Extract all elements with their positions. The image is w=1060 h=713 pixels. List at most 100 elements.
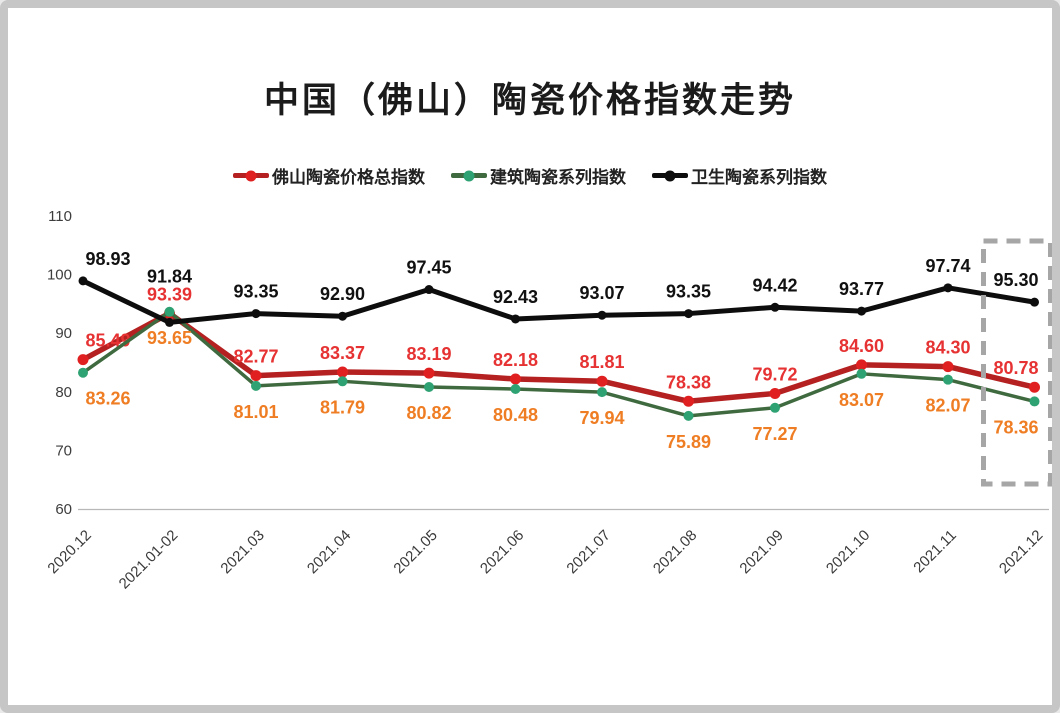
data-point-sanitary-ceramics: [424, 285, 434, 295]
data-point-sanitary-ceramics: [684, 309, 693, 319]
x-axis-category-label: 2021.12: [996, 527, 1046, 577]
data-label-total-index: 83.37: [320, 343, 365, 363]
data-point-building-ceramics: [597, 387, 607, 398]
data-label-sanitary-ceramics: 97.45: [406, 258, 451, 278]
data-point-sanitary-ceramics: [597, 310, 607, 320]
data-point-sanitary-ceramics: [251, 309, 261, 319]
data-label-building-ceramics: 80.82: [406, 403, 451, 423]
data-point-sanitary-ceramics: [78, 276, 88, 286]
data-label-building-ceramics: 82.07: [925, 396, 970, 416]
y-axis-tick-label: 80: [55, 384, 72, 401]
data-point-total-index: [423, 367, 435, 379]
data-label-building-ceramics: 81.79: [320, 397, 365, 417]
x-axis-category-label: 2021.03: [217, 527, 267, 577]
data-label-building-ceramics: 75.89: [666, 432, 711, 452]
y-axis-tick-label: 90: [55, 325, 72, 342]
data-label-sanitary-ceramics: 95.30: [993, 270, 1038, 290]
data-label-total-index: 82.77: [233, 347, 278, 367]
data-label-building-ceramics: 80.48: [493, 405, 538, 425]
legend-dot-icon: [664, 170, 676, 181]
data-label-sanitary-ceramics: 92.90: [320, 284, 365, 304]
data-point-sanitary-ceramics: [1030, 297, 1039, 307]
legend-marker-sanitary-ceramics-icon: [652, 170, 688, 181]
data-point-total-index: [1029, 381, 1040, 393]
legend-dot-icon: [245, 170, 257, 181]
data-label-sanitary-ceramics: 91.84: [147, 266, 192, 286]
y-axis-tick-label: 60: [55, 501, 72, 518]
data-label-building-ceramics: 93.65: [147, 328, 192, 348]
data-label-total-index: 79.72: [752, 364, 797, 384]
legend-label: 建筑陶瓷系列指数: [490, 168, 626, 187]
data-point-sanitary-ceramics: [511, 314, 520, 324]
legend-dot-icon: [463, 170, 475, 181]
x-axis-category-label: 2021.06: [477, 527, 527, 577]
data-point-total-index: [510, 373, 521, 385]
legend-item-sanitary-ceramics: 卫生陶瓷系列指数: [652, 163, 827, 188]
legend-item-total-index: 佛山陶瓷价格总指数: [233, 163, 425, 188]
data-point-sanitary-ceramics: [338, 311, 347, 321]
x-axis-category-label: 2021.04: [304, 527, 354, 577]
data-point-sanitary-ceramics: [857, 306, 866, 316]
highlight-dashed-box: [981, 238, 1052, 487]
data-label-building-ceramics: 83.07: [839, 390, 884, 410]
legend-label: 卫生陶瓷系列指数: [691, 168, 827, 187]
legend-marker-building-ceramics-icon: [451, 170, 487, 181]
data-point-building-ceramics: [770, 402, 780, 413]
legend-marker-total-index-icon: [233, 170, 269, 181]
data-point-building-ceramics: [510, 383, 521, 394]
y-axis-tick-label: 70: [55, 442, 72, 459]
data-label-sanitary-ceramics: 93.35: [233, 282, 278, 302]
data-label-total-index: 84.30: [925, 338, 970, 358]
series-line-sanitary-ceramics: [80, 278, 1037, 325]
line-chart: 60 70 80 90 100 110 2020.12 2021.01-02 2021.03 20…: [44, 208, 1052, 593]
data-label-total-index: 78.38: [666, 372, 711, 392]
data-label-total-index: 84.60: [839, 336, 884, 356]
data-point-building-ceramics: [78, 367, 88, 378]
data-label-sanitary-ceramics: 98.93: [85, 249, 130, 269]
data-label-building-ceramics: 83.26: [85, 389, 130, 409]
data-label-total-index: 82.18: [493, 350, 538, 370]
data-point-total-index: [77, 354, 89, 366]
data-label-sanitary-ceramics: 93.07: [579, 283, 624, 303]
x-axis-category-label: 2021.10: [823, 527, 873, 577]
data-label-building-ceramics: 77.27: [752, 424, 797, 444]
data-label-total-index: 85.49: [85, 331, 130, 351]
x-axis-category-label: 2021.11: [910, 527, 960, 577]
data-point-building-ceramics: [1029, 396, 1040, 407]
data-point-total-index: [250, 370, 262, 382]
data-point-sanitary-ceramics: [943, 283, 953, 293]
x-axis-category-label: 2020.12: [44, 527, 94, 577]
data-label-sanitary-ceramics: 93.35: [666, 282, 711, 302]
series-line-building-ceramics: [81, 310, 1037, 418]
x-axis-category-label: 2021.08: [650, 527, 700, 577]
data-point-building-ceramics: [337, 376, 348, 387]
x-axis-category-label: 2021.01-02: [116, 527, 182, 593]
data-point-total-index: [337, 366, 348, 378]
data-label-building-ceramics: 78.36: [993, 417, 1038, 437]
data-label-sanitary-ceramics: 97.74: [925, 256, 970, 276]
data-point-total-index: [683, 395, 694, 407]
data-label-sanitary-ceramics: 94.42: [752, 275, 797, 295]
data-point-sanitary-ceramics: [165, 317, 174, 327]
x-axis-category-label: 2021.09: [736, 527, 786, 577]
data-point-total-index: [769, 387, 781, 399]
data-label-sanitary-ceramics: 92.43: [493, 287, 538, 307]
y-axis-tick-label: 100: [47, 267, 72, 284]
data-point-sanitary-ceramics: [770, 302, 780, 312]
data-label-sanitary-ceramics: 93.77: [839, 279, 884, 299]
data-point-total-index: [942, 361, 954, 373]
data-point-building-ceramics: [943, 374, 953, 385]
chart-title: 中国（佛山）陶瓷价格指数走势: [263, 81, 796, 120]
data-point-total-index: [856, 359, 867, 371]
data-point-building-ceramics: [251, 380, 261, 391]
data-label-total-index: 81.81: [579, 352, 624, 372]
series-line-total-index: [80, 310, 1038, 405]
data-point-building-ceramics: [683, 410, 694, 421]
data-label-building-ceramics: 81.01: [233, 402, 278, 422]
data-point-total-index: [596, 375, 608, 387]
data-point-building-ceramics: [424, 381, 434, 392]
data-point-building-ceramics: [856, 368, 867, 379]
legend-item-building-ceramics: 建筑陶瓷系列指数: [451, 163, 626, 188]
x-axis-category-label: 2021.05: [390, 527, 440, 577]
